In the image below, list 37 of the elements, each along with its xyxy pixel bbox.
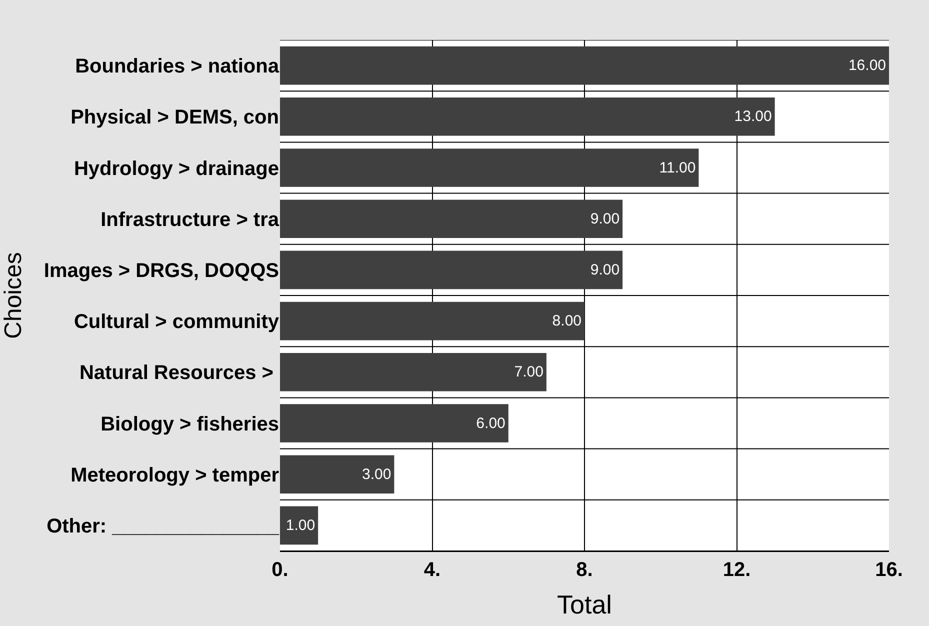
data-label: 8.00 — [552, 312, 582, 330]
y-tick-label: Physical > DEMS, con — [70, 106, 279, 129]
bar — [280, 506, 318, 545]
data-label: 1.00 — [286, 516, 316, 534]
y-tick-label: Meteorology > temper — [70, 464, 280, 486]
bar — [280, 97, 775, 136]
y-tick-label: Other: _______________ — [46, 515, 280, 538]
bar — [280, 46, 889, 85]
x-tick-label: 16. — [875, 559, 903, 581]
y-tick-label: Biology > fisheries — [100, 413, 279, 436]
y-tick-label: Infrastructure > tra — [100, 208, 280, 231]
data-label: 6.00 — [476, 414, 506, 432]
x-tick-label: 12. — [722, 559, 751, 581]
x-tick-label: 4. — [424, 559, 441, 581]
y-tick-label: Natural Resources > — [79, 362, 279, 384]
bar — [280, 302, 584, 340]
data-label: 13.00 — [734, 108, 772, 126]
y-tick-label: Hydrology > drainage — [74, 158, 279, 180]
x-axis-title: Total — [557, 590, 612, 620]
bar — [280, 148, 699, 187]
x-tick-label: 8. — [576, 559, 593, 581]
x-tick-label: 0. — [272, 559, 288, 581]
data-label: 7.00 — [514, 364, 544, 381]
data-label: 9.00 — [590, 210, 620, 228]
data-label: 11.00 — [659, 159, 696, 176]
data-label: 9.00 — [590, 261, 620, 278]
y-axis-title: Choices — [0, 252, 28, 339]
data-label: 16.00 — [848, 57, 886, 74]
y-tick-label: Cultural > community — [74, 311, 280, 334]
bar — [280, 200, 623, 238]
y-tick-label: Images > DRGS, DOQQS — [44, 260, 279, 282]
bar — [280, 455, 394, 494]
bar — [280, 250, 623, 290]
bar — [280, 352, 546, 392]
y-tick-label: Boundaries > nationa — [75, 56, 280, 78]
bar — [280, 404, 508, 442]
data-label: 3.00 — [362, 466, 392, 483]
